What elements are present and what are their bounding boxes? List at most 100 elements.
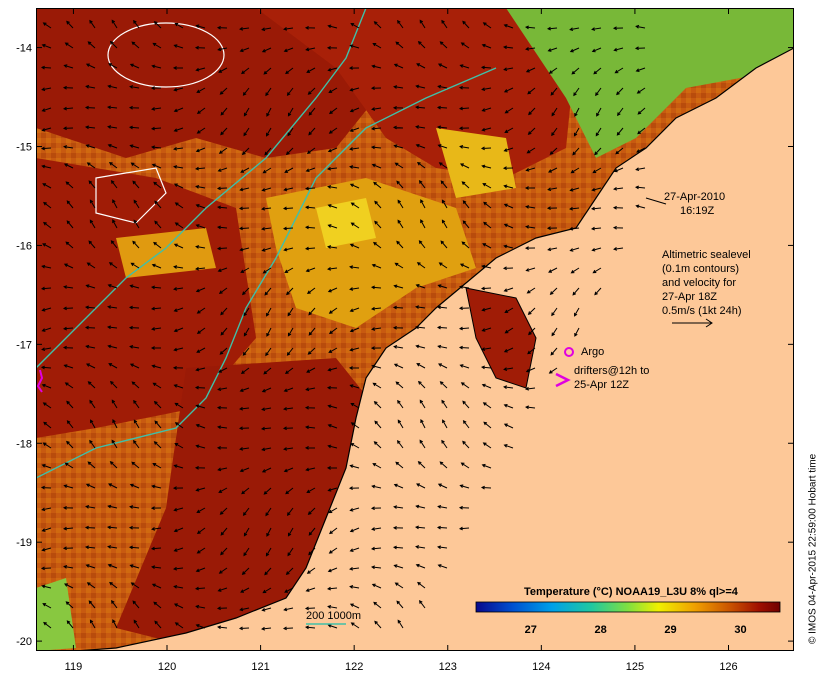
velocity-arrow: [392, 325, 404, 330]
velocity-arrow: [62, 546, 74, 551]
velocity-arrow: [637, 107, 646, 115]
velocity-arrow: [173, 87, 184, 92]
velocity-arrow: [462, 200, 470, 209]
velocity-arrow: [173, 287, 184, 291]
velocity-arrow: [217, 267, 228, 273]
bathymetry-contour-1000m: [35, 7, 367, 369]
velocity-arrow: [196, 307, 206, 314]
velocity-arrow: [350, 622, 360, 629]
velocity-arrow: [65, 181, 74, 189]
altimetry-line1: Altimetric sealevel: [662, 249, 751, 261]
velocity-arrow: [461, 241, 470, 249]
velocity-arrow: [218, 367, 228, 373]
velocity-arrow: [328, 87, 338, 94]
velocity-arrow: [86, 582, 96, 589]
velocity-arrow: [261, 206, 272, 211]
velocity-arrow: [263, 487, 272, 495]
velocity-arrow: [216, 606, 228, 611]
velocity-arrow: [636, 147, 646, 153]
velocity-arrow: [304, 25, 316, 30]
velocity-arrow: [546, 206, 558, 211]
velocity-arrow: [132, 600, 140, 609]
velocity-arrow: [152, 42, 162, 49]
velocity-arrow: [371, 565, 382, 570]
velocity-arrow: [217, 205, 228, 210]
velocity-arrow: [173, 584, 184, 589]
velocity-arrow: [174, 622, 184, 629]
velocity-arrow: [437, 483, 448, 489]
velocity-arrow: [416, 161, 426, 169]
velocity-arrow: [416, 63, 426, 69]
velocity-arrow: [574, 107, 580, 117]
velocity-arrow: [415, 143, 426, 149]
velocity-arrow: [481, 43, 492, 49]
velocity-arrow: [570, 167, 580, 174]
velocity-arrow: [482, 22, 492, 29]
velocity-arrow: [112, 419, 118, 429]
velocity-arrow: [41, 107, 52, 112]
velocity-arrow: [286, 507, 294, 517]
velocity-arrow: [397, 399, 404, 409]
velocity-arrow: [129, 144, 140, 149]
velocity-arrow: [195, 147, 206, 153]
velocity-arrow: [173, 603, 184, 609]
velocity-arrow: [397, 199, 404, 209]
velocity-arrow: [349, 327, 360, 333]
velocity-arrow: [196, 347, 206, 353]
coastline: [75, 47, 795, 652]
velocity-arrow: [371, 263, 382, 269]
velocity-arrow: [239, 447, 250, 451]
velocity-arrow: [613, 247, 624, 251]
velocity-arrow: [458, 306, 470, 311]
greenish-region-northeast: [506, 8, 794, 158]
velocity-arrow: [238, 426, 250, 431]
velocity-arrow: [152, 462, 162, 469]
velocity-arrow: [285, 147, 294, 156]
velocity-arrow: [154, 620, 162, 629]
velocity-arrow: [261, 187, 272, 192]
velocity-arrow: [42, 442, 52, 449]
velocity-arrow: [261, 387, 272, 393]
velocity-arrow: [393, 144, 404, 149]
velocity-arrow: [63, 285, 74, 289]
velocity-arrow: [327, 204, 338, 209]
velocity-arrow: [284, 367, 294, 375]
velocity-arrow: [526, 287, 536, 294]
velocity-arrow: [373, 441, 382, 449]
velocity-arrow: [107, 84, 118, 89]
velocity-arrow: [107, 143, 118, 149]
cool-region-patch-1: [436, 128, 516, 198]
velocity-arrow: [503, 403, 514, 409]
velocity-arrow: [437, 545, 448, 550]
velocity-arrow: [503, 385, 514, 390]
credit-text: © IMOS 04-Apr-2015 22:59:00 Hobart time: [807, 453, 818, 644]
velocity-arrow: [172, 486, 184, 490]
velocity-arrow: [220, 127, 228, 136]
velocity-arrow: [574, 307, 580, 317]
velocity-arrow: [173, 307, 184, 312]
velocity-arrow: [394, 582, 404, 589]
velocity-arrow: [153, 601, 162, 609]
velocity-arrow: [284, 587, 294, 593]
velocity-arrow: [239, 247, 250, 252]
velocity-arrow: [131, 381, 140, 389]
velocity-arrow: [305, 267, 316, 273]
velocity-arrow: [85, 363, 96, 369]
velocity-arrow: [393, 483, 404, 489]
velocity-arrow: [437, 84, 448, 89]
velocity-arrow: [370, 285, 382, 290]
velocity-arrow: [85, 483, 96, 489]
velocity-arrow: [548, 367, 558, 374]
velocity-arrow: [287, 307, 294, 317]
velocity-arrow: [596, 107, 602, 117]
velocity-arrow: [480, 65, 492, 70]
sealevel-contour-west: [95, 167, 167, 224]
velocity-arrow: [262, 587, 272, 594]
velocity-arrow: [636, 87, 646, 94]
velocity-arrow: [63, 145, 74, 149]
velocity-arrow: [129, 85, 140, 89]
drifter-marker: [555, 372, 571, 388]
velocity-arrow: [41, 327, 52, 332]
velocity-arrow: [614, 67, 624, 74]
velocity-arrow: [240, 167, 250, 173]
